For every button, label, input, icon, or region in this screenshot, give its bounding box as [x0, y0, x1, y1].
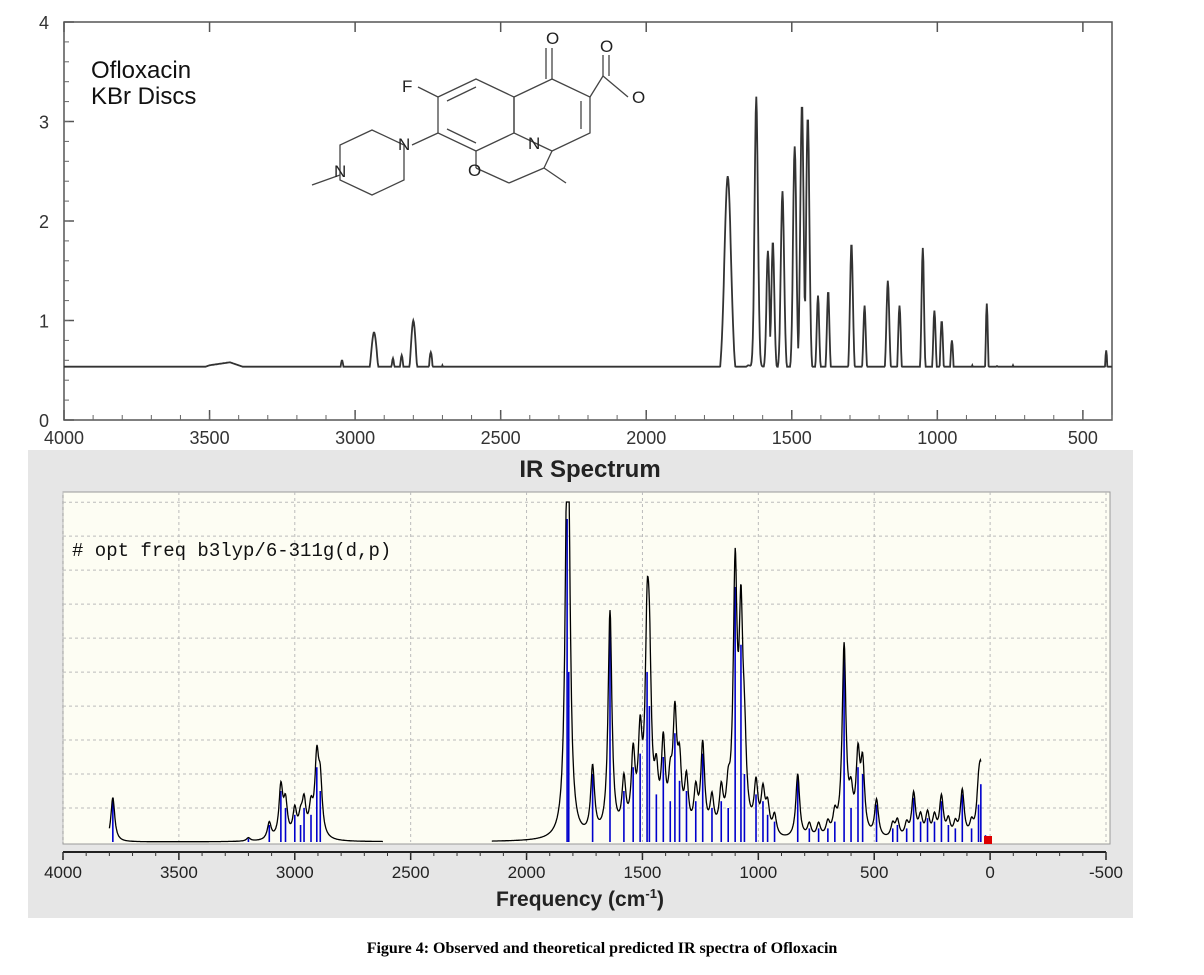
atom-label: O [546, 29, 559, 48]
observed-spectrum-line [64, 96, 1112, 368]
xlabel-superscript: -1 [645, 886, 657, 901]
bottom-tick-labels: 4000 3500 3000 2500 2000 1500 1000 500 0 -500 [44, 863, 1123, 882]
atom-label: O [632, 88, 645, 107]
atom-label: O [600, 37, 613, 56]
xlabel-text: Frequency (cm [496, 888, 646, 911]
x-tick-label: 4000 [44, 863, 82, 882]
x-tick-label: 1500 [624, 863, 662, 882]
x-tick-label: 2000 [626, 428, 666, 448]
atom-label: F [402, 77, 412, 96]
x-tick-label: 2500 [481, 428, 521, 448]
calculated-sticks [112, 519, 987, 842]
x-tick-label: 0 [985, 863, 994, 882]
bottom-grid [62, 492, 1107, 842]
atom-label: N [528, 134, 540, 153]
ofloxacin-structure [311, 48, 629, 196]
xlabel-end: ) [656, 888, 664, 911]
figure-caption: Figure 4: Observed and theoretical predi… [366, 940, 838, 957]
x-tick-label: 1000 [739, 863, 777, 882]
bottom-chart-title: IR Spectrum [519, 456, 661, 483]
x-tick-label: 3000 [276, 863, 314, 882]
x-tick-label: 500 [860, 863, 888, 882]
calculation-method-label: # opt freq b3lyp/6-311g(d,p) [72, 540, 392, 562]
x-tick-label: 3500 [190, 428, 230, 448]
x-tick-label: 3500 [160, 863, 198, 882]
observed-ir-chart: 4000 3500 3000 2500 2000 1500 1000 500 0 1 2 3 4 [39, 13, 1113, 448]
x-tick-label: 500 [1068, 428, 1098, 448]
structure-atom-labels: F O O O N N N O [334, 29, 645, 181]
y-tick-label: 0 [39, 411, 49, 431]
calculated-ir-chart: 4000 3500 3000 2500 2000 1500 1000 500 0 -500 [28, 450, 1133, 918]
x-tick-label: 1000 [917, 428, 957, 448]
x-tick-label: 3000 [335, 428, 375, 448]
atom-label: N [334, 162, 346, 181]
x-tick-label: -500 [1089, 863, 1123, 882]
y-tick-label: 3 [39, 113, 49, 133]
x-tick-label: 4000 [44, 428, 84, 448]
bottom-x-axis [62, 851, 1107, 860]
atom-label: N [398, 135, 410, 154]
y-tick-label: 1 [39, 312, 49, 332]
zero-marker [984, 836, 992, 844]
bottom-x-axis-label: Frequency (cm-1) [400, 886, 760, 912]
legend-compound: Ofloxacin [91, 57, 192, 84]
x-tick-label: 1500 [772, 428, 812, 448]
x-tick-label: 2000 [508, 863, 546, 882]
top-legend: Ofloxacin KBr Discs [91, 58, 196, 110]
calculated-spectrum-line [108, 501, 982, 843]
x-tick-label: 2500 [392, 863, 430, 882]
atom-label: O [468, 161, 481, 180]
bottom-plot-area [62, 491, 1111, 845]
legend-method: KBr Discs [91, 83, 197, 110]
top-tick-labels: 4000 3500 3000 2500 2000 1500 1000 500 0 1 2 3 4 [39, 13, 1098, 448]
y-tick-label: 4 [39, 13, 49, 33]
top-axis-ticks [63, 21, 1113, 421]
y-tick-label: 2 [39, 212, 49, 232]
